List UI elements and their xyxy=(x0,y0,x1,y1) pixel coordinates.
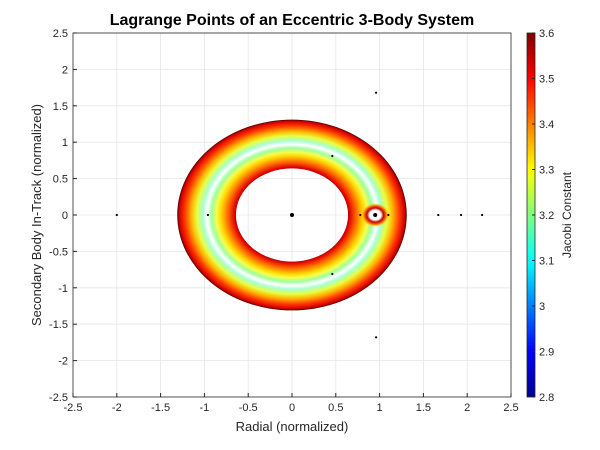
y-axis-label: Secondary Body In-Track (normalized) xyxy=(29,104,44,326)
x-tick-label: -1 xyxy=(200,402,210,414)
colorbar-tick-label: 2.8 xyxy=(539,392,554,404)
x-tick-label: 2.5 xyxy=(503,402,518,414)
y-ticks: -2.5 -2 -1.5 -1 -0.5 0 0.5 1 1.5 2 2.5 xyxy=(49,28,77,404)
secondary-body xyxy=(373,213,378,217)
x-tick-label: 0.5 xyxy=(328,402,343,414)
lagrange-points xyxy=(115,91,484,339)
colorbar-label: Jacobi Constant xyxy=(560,171,574,258)
y-tick-label: 0.5 xyxy=(53,174,68,186)
x-tick-label: 0 xyxy=(289,402,295,414)
lagrange-point xyxy=(331,154,334,158)
lagrange-point xyxy=(459,213,463,217)
x-tick-label: 1.5 xyxy=(416,402,431,414)
y-tick-label: -1.5 xyxy=(49,319,68,331)
y-tick-label: 1 xyxy=(62,137,68,149)
colorbar-tick-label: 3.1 xyxy=(539,256,554,268)
lagrange-point xyxy=(359,213,362,217)
x-tick-label: 2 xyxy=(464,402,470,414)
x-tick-label: -2 xyxy=(112,402,122,414)
x-tick-label: -0.5 xyxy=(239,402,258,414)
x-tick-label: 1 xyxy=(377,402,383,414)
colorbar-tick-label: 3.5 xyxy=(539,74,554,86)
y-tick-label: 2 xyxy=(62,64,68,76)
y-tick-label: -2.5 xyxy=(49,392,68,404)
lagrange-point xyxy=(115,213,118,217)
lagrange-point xyxy=(480,213,484,217)
colorbar-tick-label: 3.4 xyxy=(539,119,554,131)
colorbar-tick-label: 3.2 xyxy=(539,210,554,222)
y-tick-label: -2 xyxy=(58,356,68,368)
x-axis-label: Radial (normalized) xyxy=(236,419,349,434)
y-tick-label: -1 xyxy=(58,283,68,295)
colorbar-tick-label: 3.6 xyxy=(539,28,554,40)
colorbar-tick-label: 3.3 xyxy=(539,165,554,177)
lagrange-point xyxy=(374,91,378,94)
y-tick-label: 2.5 xyxy=(53,28,68,40)
y-tick-label: 1.5 xyxy=(53,101,68,113)
chart-title: Lagrange Points of an Eccentric 3-Body S… xyxy=(110,12,475,29)
lagrange-point xyxy=(331,272,334,276)
colorbar-tick-label: 2.9 xyxy=(539,347,554,359)
y-tick-label: -0.5 xyxy=(49,246,68,258)
contour-fill xyxy=(177,119,407,311)
primary-body xyxy=(290,213,294,217)
lagrange-point xyxy=(374,336,378,339)
lagrange-point xyxy=(387,213,390,217)
x-tick-label: -2.5 xyxy=(64,402,83,414)
x-ticks: -2.5 -2 -1.5 -1 -0.5 0 0.5 1 1.5 2 2.5 xyxy=(64,393,519,414)
colorbar-tick-label: 3 xyxy=(539,301,545,313)
lagrange-point xyxy=(206,213,210,217)
lagrange-point xyxy=(437,213,440,217)
y-tick-label: 0 xyxy=(62,210,68,222)
x-tick-label: -1.5 xyxy=(151,402,170,414)
colorbar-ticks: 2.8 2.9 3 3.1 3.2 3.3 3.4 3.5 3.6 xyxy=(532,28,554,404)
